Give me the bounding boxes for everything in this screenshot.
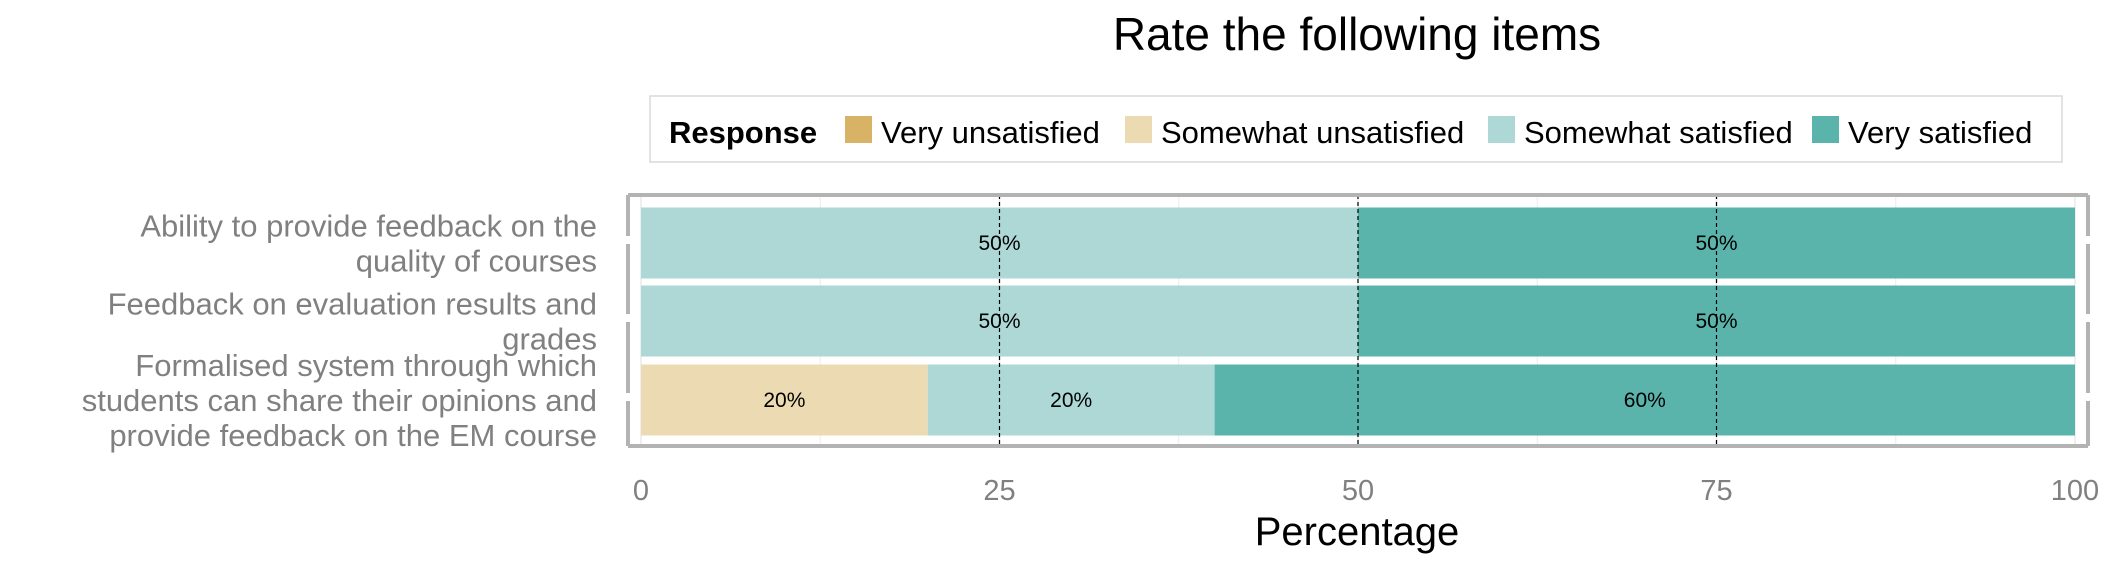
legend-label: Very satisfied [1848,115,2032,150]
category-label: Feedback on evaluation results and grades [108,287,597,357]
data-label: 60% [1624,389,1666,412]
category-label-line: Feedback on evaluation results and [108,287,597,322]
bar-segment [641,364,928,436]
legend-label: Somewhat unsatisfied [1161,115,1464,150]
category-label-line: provide feedback on the EM course [109,418,597,453]
data-label: 50% [1695,310,1737,333]
category-label: Ability to provide feedback on the qualit… [140,209,597,279]
category-label: Formalised system through which students … [82,348,597,453]
category-label-line: grades [502,322,597,357]
x-tick-label: 75 [1700,475,1732,507]
category-labels: Ability to provide feedback on the qualit… [82,209,597,454]
x-tick-label: 0 [633,475,649,507]
data-label: 50% [978,232,1020,255]
legend: Response Very unsatisfied Somewhat unsati… [649,95,2063,163]
chart-title: Rate the following items [1113,8,1601,60]
legend-item: Very unsatisfied [845,115,1100,150]
data-label: 20% [763,389,805,412]
plot-panel: 50% 50% 50% 50% 20% 20% 60% [626,193,2090,448]
category-label-line: Formalised system through which [135,348,597,383]
x-tick-label: 25 [983,475,1015,507]
legend-items: Very unsatisfied Somewhat unsatisfied Some… [845,115,2032,150]
legend-swatch [845,116,872,143]
data-labels: 50% 50% 50% 50% 20% 20% 60% [763,232,1737,412]
legend-swatch [1125,116,1152,143]
legend-swatch [1488,116,1515,143]
category-label-line: students can share their opinions and [82,383,597,418]
legend-item: Somewhat satisfied [1488,115,1793,150]
x-axis-title: Percentage [1255,510,1460,554]
category-label-line: Ability to provide feedback on the [140,209,597,244]
x-tick-label: 100 [2051,475,2099,507]
legend-label: Somewhat satisfied [1524,115,1793,150]
legend-item: Very satisfied [1812,115,2032,150]
bar-segment [927,364,1215,436]
x-tick-label: 50 [1342,475,1374,507]
legend-label: Very unsatisfied [881,115,1100,150]
data-label: 50% [1695,232,1737,255]
data-label: 50% [978,310,1020,333]
data-label: 20% [1050,389,1092,412]
legend-item: Somewhat unsatisfied [1125,115,1464,150]
legend-title: Response [669,115,817,150]
category-label-line: quality of courses [356,244,597,279]
panel-border [626,193,2090,448]
x-axis-ticks: 0 25 50 75 100 [633,475,2099,507]
legend-swatch [1812,116,1839,143]
